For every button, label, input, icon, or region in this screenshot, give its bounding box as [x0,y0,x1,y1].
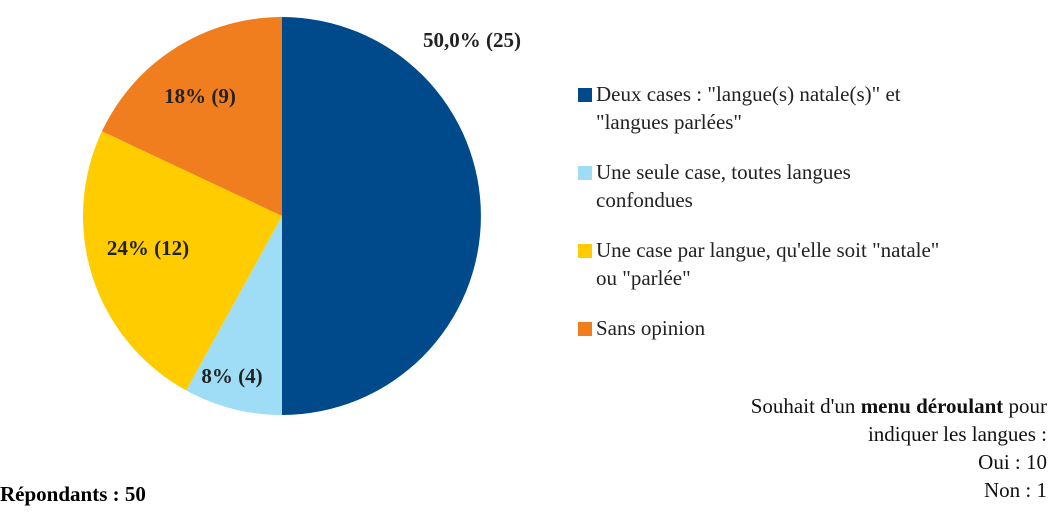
pie-slice [101,17,282,216]
data-label: 50,0% (25) [423,28,521,52]
legend-label: Une case par langue, qu'elle soit "natal… [596,238,940,290]
legend-swatch [578,322,592,336]
data-label: 8% (4) [201,364,262,388]
legend-label: Deux cases : "langue(s) natale(s)" et "l… [596,82,901,134]
note: Souhait d'un menu déroulant pour indique… [751,392,1047,504]
respondents: Répondants : 50 [0,482,146,506]
legend-swatch [578,244,592,258]
legend-item: Une case par langue, qu'elle soit "natal… [578,236,958,292]
legend-label: Une seule case, toutes langues confondue… [596,160,851,212]
legend: Deux cases : "langue(s) natale(s)" et "l… [578,80,958,364]
legend-item: Deux cases : "langue(s) natale(s)" et "l… [578,80,958,136]
note-text: indiquer les langues : [867,422,1047,446]
note-no: Non : 1 [984,478,1047,502]
pie-slice [282,17,481,415]
pie-slice [83,131,283,391]
note-text: Souhait d'un [750,394,856,418]
legend-label: Sans opinion [596,316,706,340]
data-label: 24% (12) [107,236,189,260]
note-yes: Oui : 10 [978,450,1047,474]
data-label: 18% (9) [164,84,236,108]
note-text: pour [1008,394,1048,418]
legend-swatch [578,88,592,102]
legend-item: Sans opinion [578,314,958,342]
pie-slice [186,216,282,415]
note-bold: menu déroulant [860,394,1004,418]
legend-swatch [578,166,592,180]
legend-item: Une seule case, toutes langues confondue… [578,158,958,214]
